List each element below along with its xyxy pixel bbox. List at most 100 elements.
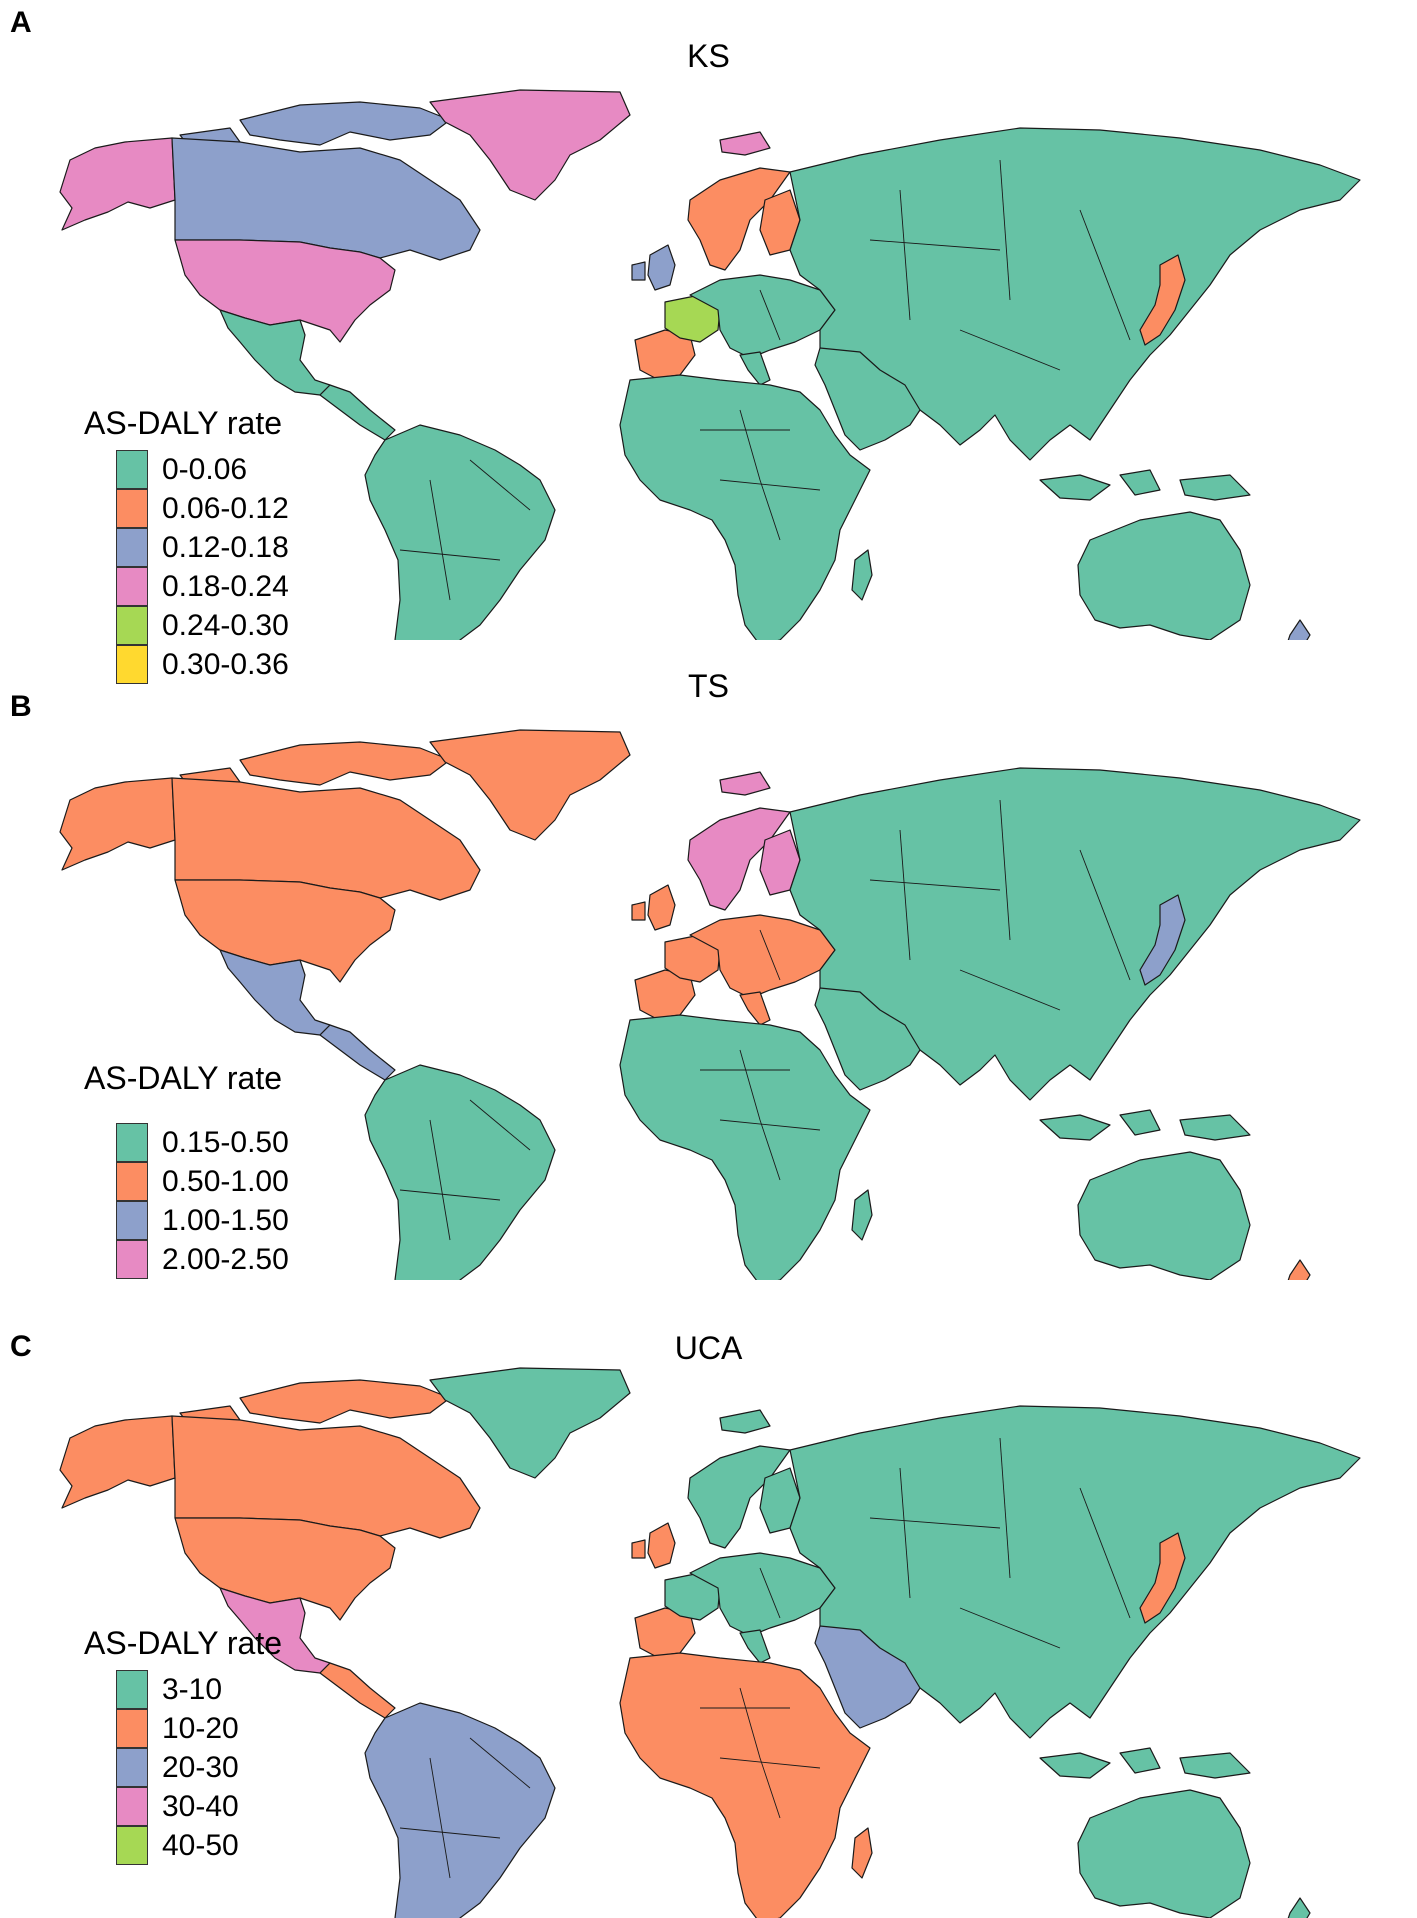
world-map [59, 729, 1361, 1280]
region-uk [647, 884, 676, 931]
region-scandinavia [687, 1445, 791, 1549]
country-border [399, 549, 501, 561]
legend-label: 10-20 [162, 1711, 239, 1745]
legend-label: 0.24-0.30 [162, 608, 289, 642]
region-indonesia [1179, 1752, 1251, 1779]
region-indonesia [1179, 1114, 1251, 1141]
country-border [719, 1119, 821, 1131]
region-greenland [429, 1367, 631, 1479]
legend-item: 0.12-0.18 [84, 528, 289, 567]
legend-title: AS-DALY rate [84, 405, 283, 441]
legend-swatch [116, 1748, 148, 1787]
legend-label: 0-0.06 [162, 452, 248, 486]
legend-label: 0.15-0.50 [162, 1125, 289, 1159]
region-svalbard [719, 771, 771, 796]
legend-title: AS-DALY rate [84, 1625, 283, 1661]
region-uk [631, 901, 646, 921]
region-new-zealand [1287, 1259, 1311, 1280]
country-border [869, 239, 1001, 251]
legend-label: 30-40 [162, 1789, 239, 1823]
country-border [1079, 1487, 1131, 1619]
country-border [399, 1827, 501, 1839]
panel-letter: C [10, 1330, 32, 1363]
legend-swatch [116, 1240, 148, 1279]
region-asia [789, 1405, 1361, 1739]
region-scandinavia [687, 167, 791, 271]
legend-swatch [116, 1787, 148, 1826]
region-indonesia [1039, 1752, 1111, 1779]
region-indonesia [1039, 474, 1111, 501]
region-japan [1139, 254, 1186, 346]
region-indonesia [1039, 1114, 1111, 1141]
legend-item: 0.30-0.36 [84, 645, 289, 684]
region-indonesia [1119, 1109, 1161, 1136]
country-border [719, 1757, 821, 1769]
region-alaska [59, 137, 176, 231]
legend-item: 0.24-0.30 [84, 606, 289, 645]
region-europe [739, 991, 771, 1026]
region-arctic [239, 101, 451, 146]
country-border [899, 1467, 911, 1599]
legend-title: AS-DALY rate [84, 1060, 283, 1096]
region-uk [647, 1522, 676, 1569]
legend-label: 0.06-0.12 [162, 491, 289, 525]
region-africa [619, 1014, 871, 1280]
panel-letter: B [10, 690, 32, 723]
country-border [739, 1687, 781, 1819]
legend-item: 1.00-1.50 [84, 1201, 289, 1240]
region-europe [739, 1629, 771, 1664]
region-uk [631, 1539, 646, 1559]
legend-swatch [116, 606, 148, 645]
region-greenland [429, 729, 631, 841]
country-border [429, 479, 451, 601]
region-africa [619, 1652, 871, 1918]
country-border [999, 799, 1011, 941]
legend-swatch [116, 450, 148, 489]
country-border [869, 1517, 1001, 1529]
legend-item: 20-30 [84, 1748, 282, 1787]
country-border [739, 1049, 781, 1181]
world-map [59, 89, 1361, 640]
country-border [899, 829, 911, 961]
country-border [959, 969, 1061, 1011]
country-border [959, 1607, 1061, 1649]
region-europe [689, 914, 836, 999]
region-svalbard [719, 131, 771, 156]
legend-swatch [116, 1709, 148, 1748]
region-europe [689, 1552, 836, 1637]
region-australia [1077, 511, 1251, 640]
country-border [1079, 849, 1131, 981]
panel-a: A KS AS-DALY rate 0-0.06 0.06-0.12 0.12-0.… [0, 0, 1417, 684]
legend-item: 40-50 [84, 1826, 282, 1865]
region-new-zealand [1287, 1897, 1311, 1918]
region-svalbard [719, 1409, 771, 1434]
region-central-america [319, 1024, 396, 1081]
legend-swatch [116, 1123, 148, 1162]
region-asia [789, 767, 1361, 1101]
region-japan [1139, 894, 1186, 986]
country-border [399, 1189, 501, 1201]
region-madagascar [851, 1827, 873, 1879]
region-madagascar [851, 1189, 873, 1241]
country-border [999, 1437, 1011, 1579]
region-middle-east [814, 347, 921, 451]
country-border [469, 459, 531, 511]
region-australia [1077, 1789, 1251, 1918]
region-asia [789, 127, 1361, 461]
legend-label: 0.12-0.18 [162, 530, 289, 564]
region-alaska [59, 777, 176, 871]
legend-swatch [116, 1162, 148, 1201]
region-indonesia [1119, 469, 1161, 496]
region-europe [689, 274, 836, 359]
country-border [999, 159, 1011, 301]
country-border [759, 929, 781, 981]
legend-swatch [116, 489, 148, 528]
legend-item: 0.06-0.12 [84, 489, 289, 528]
country-border [899, 189, 911, 321]
legend-swatch [116, 1670, 148, 1709]
region-japan [1139, 1532, 1186, 1624]
panel-title: TS [688, 668, 729, 704]
legend-item: 3-10 [84, 1670, 282, 1709]
legend-label: 0.18-0.24 [162, 569, 289, 603]
legend-label: 0.50-1.00 [162, 1164, 289, 1198]
